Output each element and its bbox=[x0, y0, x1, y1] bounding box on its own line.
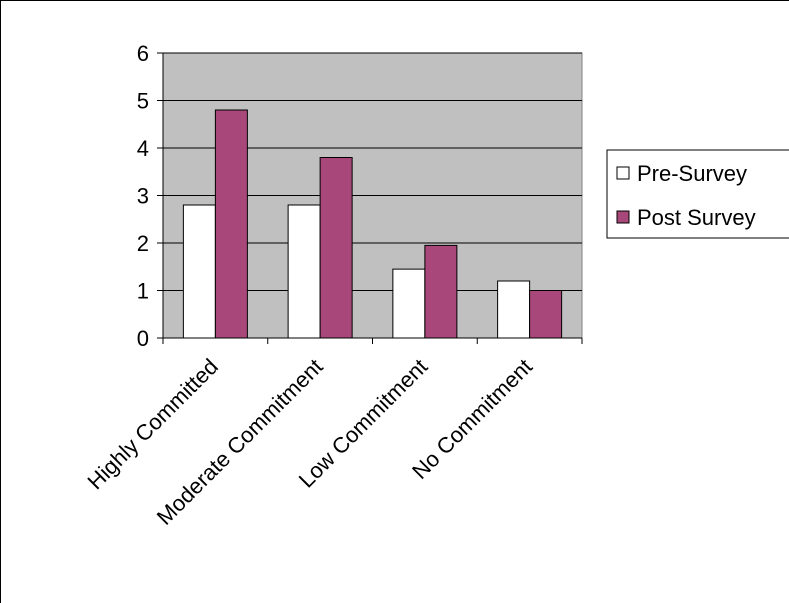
legend-swatch-post-survey bbox=[616, 210, 630, 224]
bar-pre-survey bbox=[287, 204, 321, 339]
legend: Pre-Survey Post Survey bbox=[606, 149, 789, 239]
y-tick-label: 0 bbox=[137, 326, 149, 351]
legend-swatch-pre-survey bbox=[616, 166, 630, 180]
bars bbox=[182, 109, 563, 339]
legend-box bbox=[606, 149, 789, 239]
bar-post-survey bbox=[214, 109, 248, 339]
legend-label-pre-survey: Pre-Survey bbox=[637, 161, 747, 186]
y-tick-label: 1 bbox=[137, 279, 149, 304]
y-tick-label: 3 bbox=[137, 184, 149, 209]
bar-post-survey bbox=[319, 157, 353, 339]
bar-post-survey bbox=[529, 290, 563, 339]
bar-pre-survey bbox=[182, 204, 216, 339]
legend-label-post-survey: Post Survey bbox=[637, 205, 756, 230]
y-axis-tick-labels: 0 1 2 3 4 5 6 bbox=[137, 41, 149, 351]
y-tick-label: 2 bbox=[137, 231, 149, 256]
y-tick-label: 5 bbox=[137, 89, 149, 114]
bar-pre-survey bbox=[497, 280, 531, 339]
y-tick-label: 4 bbox=[137, 136, 149, 161]
axes bbox=[157, 52, 583, 344]
y-tick-label: 6 bbox=[137, 41, 149, 66]
bar-post-survey bbox=[424, 244, 458, 339]
bar-pre-survey bbox=[392, 268, 426, 339]
